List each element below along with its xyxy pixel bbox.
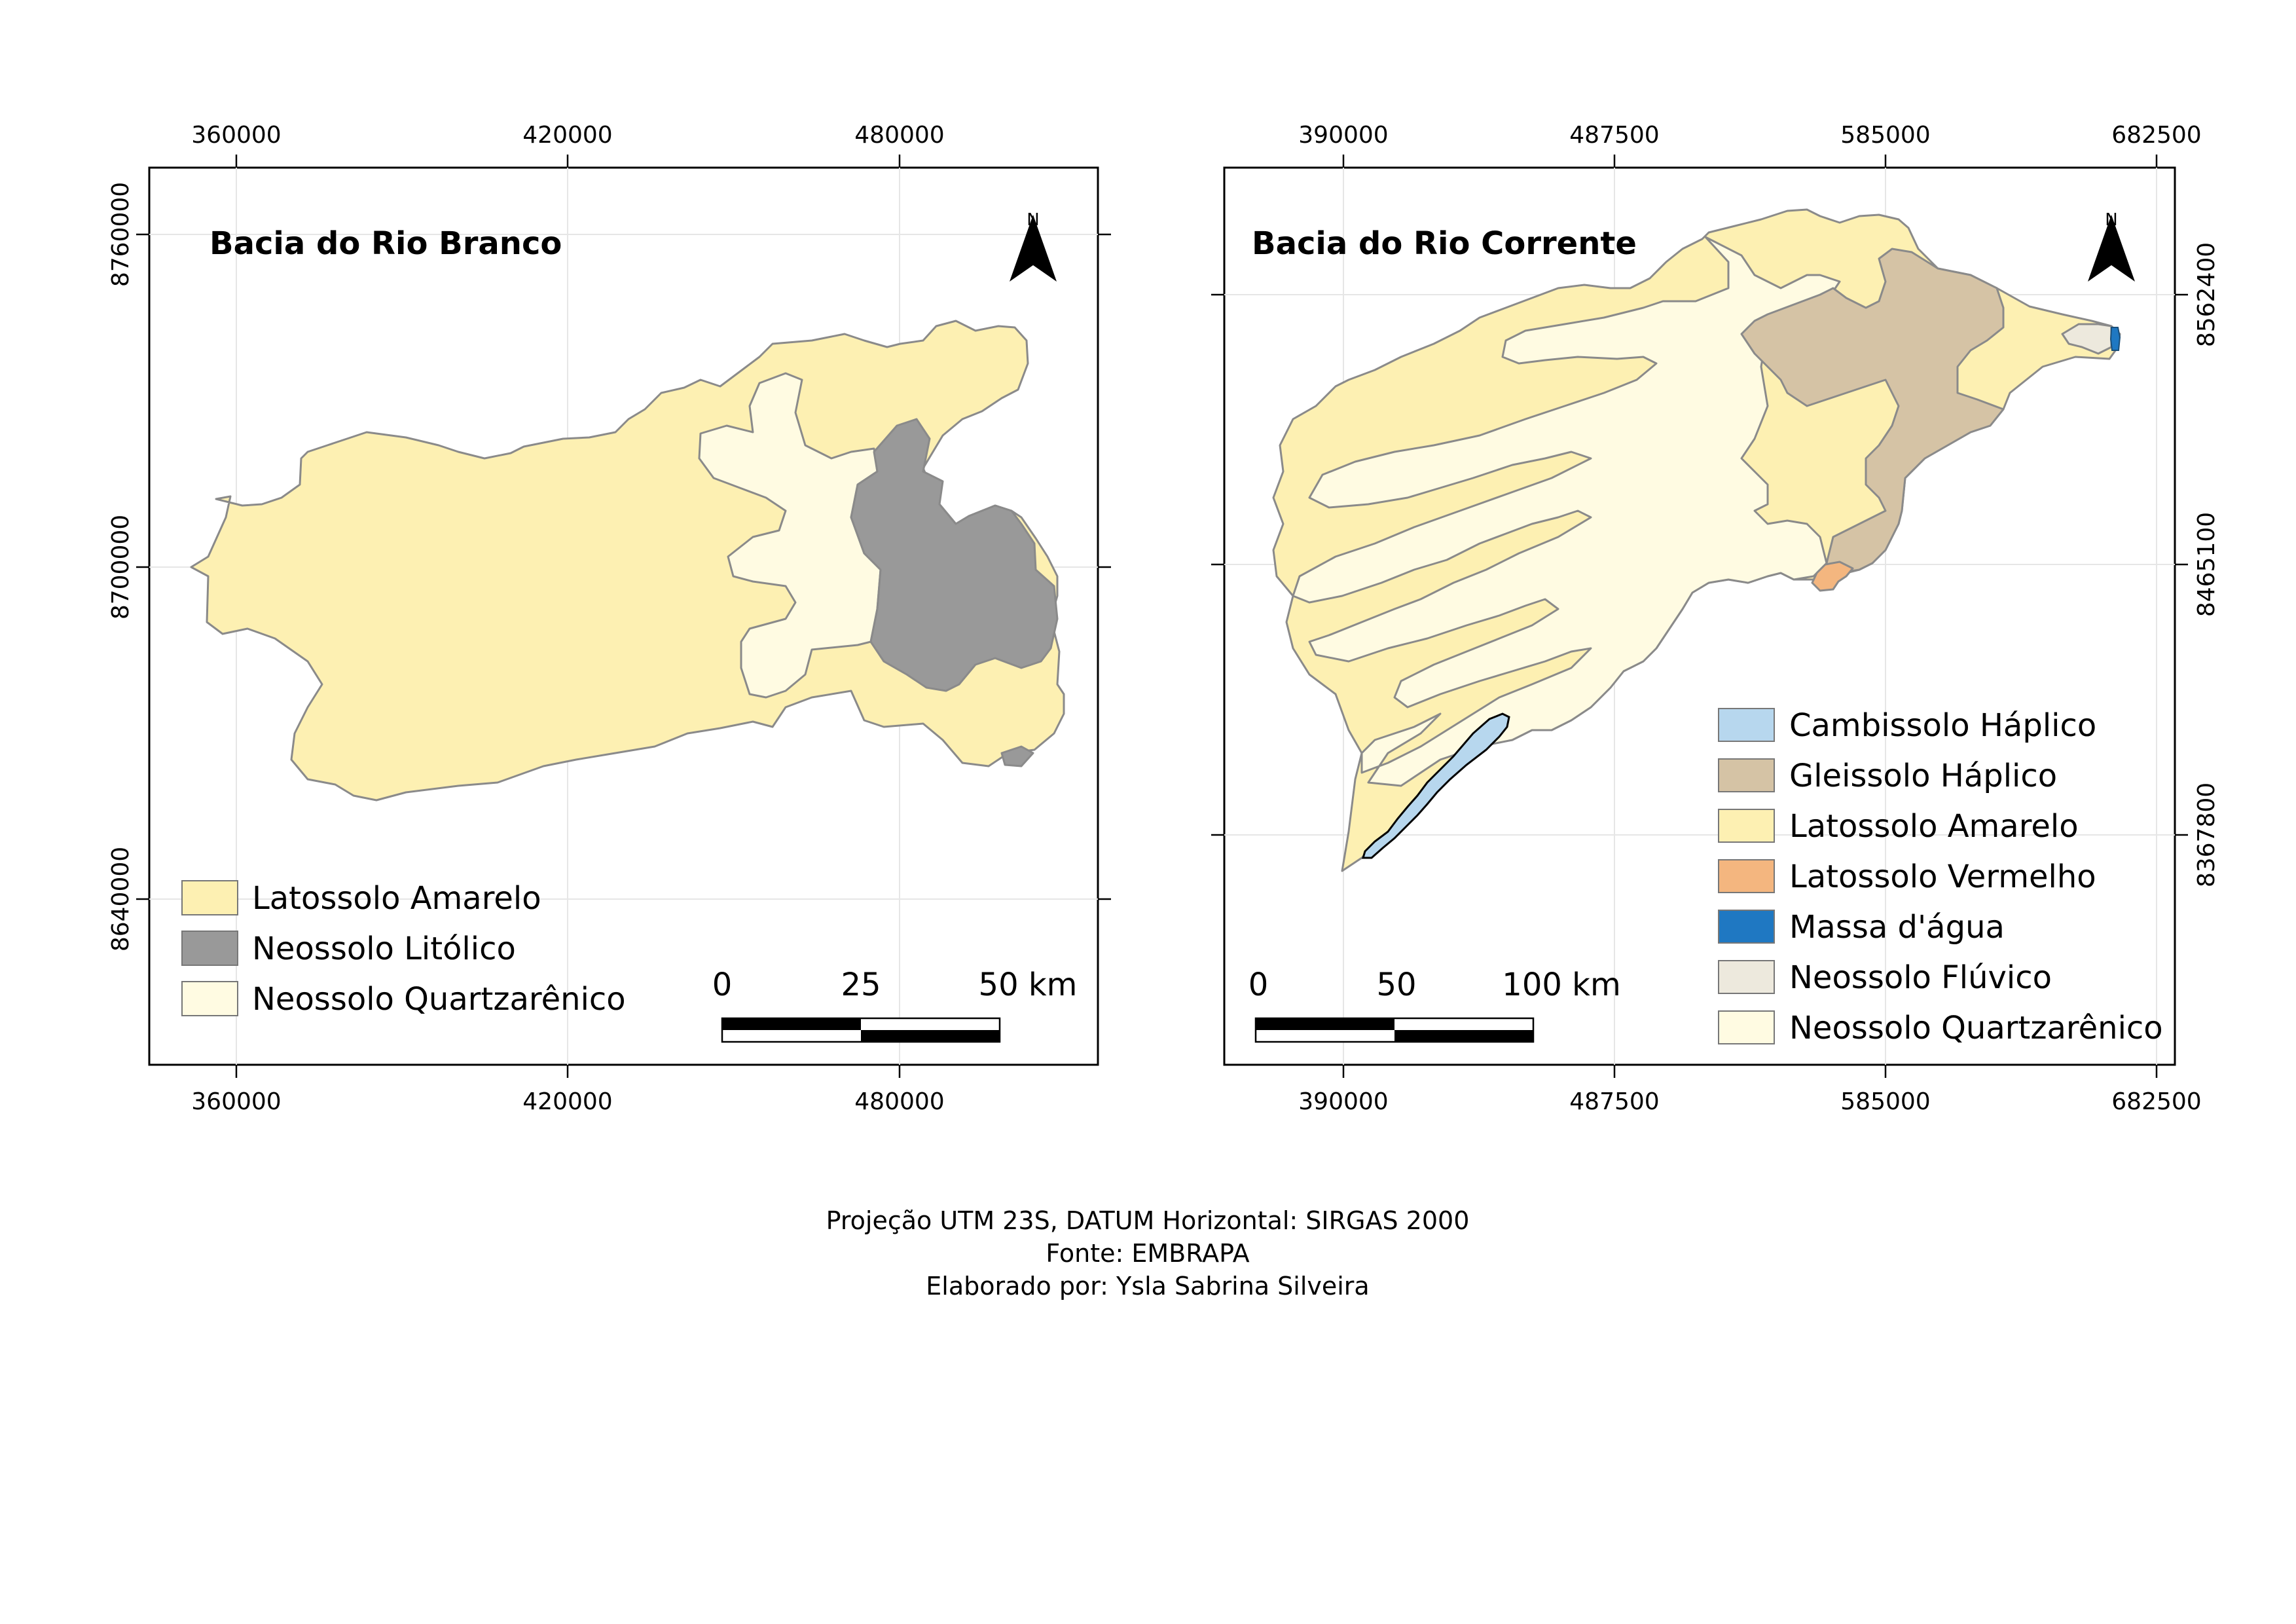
soil-map-rio-corrente bbox=[1272, 208, 2121, 872]
x-tick-top-1: 390000 bbox=[1298, 122, 1388, 149]
x-tick-bottom-2: 420000 bbox=[522, 1088, 612, 1115]
x-tick-top-1: 360000 bbox=[191, 122, 281, 149]
north-label: N bbox=[2105, 210, 2117, 230]
legend-swatch bbox=[1718, 859, 1775, 893]
soil-map-rio-branco bbox=[190, 320, 1065, 802]
x-tick-bottom-1: 390000 bbox=[1298, 1088, 1388, 1115]
legend-label: Neossolo Flúvico bbox=[1789, 959, 2052, 996]
legend-swatch bbox=[1718, 708, 1775, 742]
legend-swatch bbox=[1718, 1010, 1775, 1044]
map-title-rio-corrente: Bacia do Rio Corrente bbox=[1252, 225, 1637, 262]
map-panel-rio-corrente: 390000 487500 585000 682500 390000 48750… bbox=[1211, 122, 2220, 1115]
scale-bar-rio-corrente: 0 50 100 km bbox=[1248, 967, 1621, 1043]
axis-ticks-rio-branco bbox=[136, 155, 1111, 1078]
legend-swatch bbox=[1718, 960, 1775, 994]
legend-label: Neossolo Litólico bbox=[252, 931, 516, 967]
scale-label-end: 100 km bbox=[1502, 967, 1620, 1003]
soil-neossolo-litolico-small bbox=[1000, 745, 1034, 767]
x-tick-top-2: 487500 bbox=[1569, 122, 1659, 149]
scale-bar-rio-branco: 0 25 50 km bbox=[712, 967, 1078, 1043]
y-tick-2: 8465100 bbox=[2193, 512, 2220, 617]
y-tick-3: 8367800 bbox=[2193, 783, 2220, 887]
y-tick-2: 8700000 bbox=[107, 515, 134, 619]
legend-label: Cambissolo Háplico bbox=[1789, 707, 2096, 744]
x-tick-top-2: 420000 bbox=[522, 122, 612, 149]
north-arrow-icon: N bbox=[2088, 210, 2135, 282]
legend-swatch bbox=[1718, 809, 1775, 843]
legend-label: Latossolo Amarelo bbox=[252, 880, 541, 917]
legend-label: Latossolo Vermelho bbox=[1789, 858, 2096, 895]
axis-ticks-rio-corrente bbox=[1211, 155, 2188, 1078]
soil-neossolo-quartzarenico bbox=[698, 372, 882, 699]
scale-label-0: 0 bbox=[1248, 967, 1269, 1003]
map-panel-rio-branco: 360000 420000 480000 360000 420000 48000… bbox=[107, 122, 1111, 1115]
north-arrow-icon: N bbox=[1010, 210, 1057, 282]
scale-label-mid: 50 bbox=[1376, 967, 1416, 1003]
x-tick-top-4: 682500 bbox=[2111, 122, 2201, 149]
soil-gleissolo-haplico bbox=[1740, 248, 2005, 574]
legend-swatch bbox=[181, 931, 238, 966]
footer-source: Fonte: EMBRAPA bbox=[1046, 1239, 1249, 1268]
x-tick-top-3: 480000 bbox=[854, 122, 944, 149]
legend-swatch bbox=[181, 880, 238, 915]
scale-label-end: 50 km bbox=[979, 967, 1078, 1003]
y-tick-3: 8640000 bbox=[107, 847, 134, 951]
x-tick-bottom-1: 360000 bbox=[191, 1088, 281, 1115]
map-title-rio-branco: Bacia do Rio Branco bbox=[210, 225, 562, 262]
x-tick-bottom-3: 480000 bbox=[854, 1088, 944, 1115]
legend-label: Massa d'água bbox=[1789, 909, 2005, 946]
map-footer: Projeção UTM 23S, DATUM Horizontal: SIRG… bbox=[826, 1206, 1470, 1301]
y-tick-1: 8760000 bbox=[107, 182, 134, 287]
x-tick-top-3: 585000 bbox=[1840, 122, 1930, 149]
x-tick-bottom-4: 682500 bbox=[2111, 1088, 2201, 1115]
x-tick-bottom-2: 487500 bbox=[1569, 1088, 1659, 1115]
legend-label: Gleissolo Háplico bbox=[1789, 758, 2057, 794]
legend-label: Latossolo Amarelo bbox=[1789, 808, 2079, 845]
soil-latossolo-vermelho bbox=[1811, 561, 1854, 592]
scale-label-mid: 25 bbox=[841, 967, 881, 1003]
footer-projection: Projeção UTM 23S, DATUM Horizontal: SIRG… bbox=[826, 1206, 1470, 1235]
y-tick-1: 8562400 bbox=[2193, 242, 2220, 347]
scale-label-0: 0 bbox=[712, 967, 733, 1003]
legend-swatch bbox=[1718, 758, 1775, 792]
soil-cambissolo-haplico bbox=[1361, 712, 1510, 859]
legend-label: Neossolo Quartzarênico bbox=[252, 981, 626, 1018]
legend-swatch bbox=[181, 981, 238, 1016]
legend-label: Neossolo Quartzarênico bbox=[1789, 1010, 2163, 1046]
soil-neossolo-quartzarenico bbox=[1292, 236, 1841, 787]
legend-rio-corrente: Cambissolo Háplico Gleissolo Háplico Lat… bbox=[1718, 707, 2163, 1046]
x-tick-bottom-3: 585000 bbox=[1840, 1088, 1930, 1115]
legend-swatch bbox=[1718, 910, 1775, 944]
soil-neossolo-litolico bbox=[850, 418, 1059, 692]
soil-massa-dagua bbox=[2109, 327, 2121, 351]
legend-rio-branco: Latossolo Amarelo Neossolo Litólico Neos… bbox=[181, 880, 626, 1018]
north-label: N bbox=[1027, 210, 1039, 230]
footer-author: Elaborado por: Ysla Sabrina Silveira bbox=[926, 1272, 1369, 1301]
